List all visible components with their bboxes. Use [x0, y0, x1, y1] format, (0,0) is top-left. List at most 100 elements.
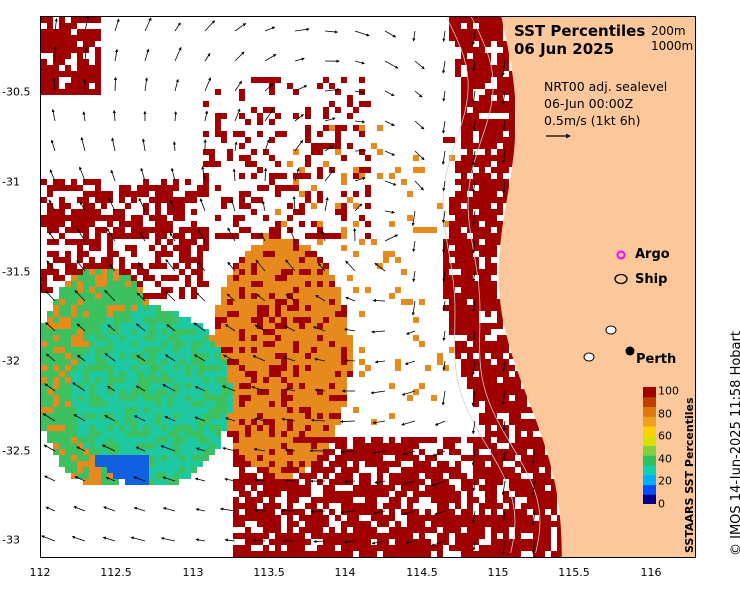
current-vector — [54, 18, 58, 32]
current-vector — [285, 259, 296, 272]
current-vector — [230, 198, 236, 212]
y-tick-label: -30.5 — [2, 85, 31, 99]
x-tick-label: 114 — [334, 566, 356, 579]
current-vector — [471, 360, 476, 376]
current-vector — [71, 535, 86, 542]
current-vector — [43, 444, 56, 452]
current-vector — [194, 477, 206, 482]
current-vector — [472, 510, 476, 524]
colorbar-segment — [643, 455, 656, 466]
current-vector — [80, 201, 86, 212]
current-vector — [135, 446, 146, 452]
current-vector — [501, 540, 506, 556]
current-vector — [162, 384, 176, 392]
current-vector — [294, 57, 305, 62]
info-box: NRT00 adj. sealevel 06-Jun 00:00Z 0.5m/s… — [544, 78, 667, 141]
current-vector — [321, 230, 326, 242]
sst-percentile-layer — [41, 17, 563, 557]
current-vector — [354, 30, 370, 37]
current-vector — [310, 418, 326, 422]
current-vector — [130, 536, 146, 542]
current-vector — [111, 137, 116, 152]
current-vector — [222, 447, 236, 452]
current-vector — [204, 110, 209, 122]
current-vector — [442, 120, 446, 134]
y-tick-label: -33 — [2, 533, 20, 547]
current-vector — [108, 197, 116, 212]
current-vector — [169, 232, 176, 242]
current-vector — [404, 360, 416, 365]
current-vector — [402, 450, 416, 456]
current-vector — [227, 227, 236, 242]
current-vector — [232, 168, 236, 182]
current-vector — [384, 90, 395, 97]
current-vector — [137, 262, 146, 272]
current-vector — [254, 508, 266, 512]
current-vector — [45, 506, 56, 512]
current-vector — [340, 450, 356, 454]
current-vector — [414, 60, 425, 70]
current-vector — [472, 60, 476, 72]
current-vector — [104, 353, 116, 362]
current-vector — [201, 166, 206, 182]
bathymetry-contour — [442, 17, 516, 554]
current-vector — [194, 416, 206, 422]
current-vector — [108, 263, 116, 272]
current-vector — [48, 231, 56, 242]
current-vector — [442, 300, 446, 312]
colorbar-tick-label: 0 — [658, 497, 665, 511]
x-tick-label: 113 — [182, 566, 204, 579]
current-vector — [414, 180, 424, 191]
current-vector — [195, 508, 206, 512]
current-vector — [194, 386, 206, 392]
colorbar-tick-label: 20 — [658, 474, 672, 488]
current-vector — [193, 322, 206, 332]
title-date: 06 Jun 2025 — [514, 40, 615, 58]
current-vector — [227, 261, 236, 272]
current-vector — [294, 114, 304, 122]
current-vector — [411, 300, 416, 316]
current-vector — [133, 415, 146, 422]
current-vector — [370, 390, 386, 395]
current-vectors — [41, 17, 536, 556]
current-vector — [79, 166, 86, 182]
ship-position — [605, 325, 617, 335]
current-vector — [199, 198, 206, 212]
current-vector — [174, 22, 181, 32]
current-vector — [112, 109, 116, 122]
current-vector — [234, 23, 247, 32]
current-vector — [411, 210, 416, 227]
current-vector — [471, 450, 476, 466]
current-vector — [80, 136, 86, 152]
current-vector — [84, 46, 88, 62]
x-tick-label: 112 — [29, 566, 51, 579]
current-vector — [133, 476, 146, 482]
current-vector — [430, 540, 446, 547]
current-vector — [224, 538, 236, 542]
current-vector — [105, 476, 116, 482]
current-vector — [502, 450, 506, 462]
current-vector — [107, 324, 116, 332]
current-vector — [234, 108, 241, 122]
ship-marker-icon — [614, 273, 628, 285]
current-vector — [254, 417, 266, 422]
current-vector — [102, 536, 116, 542]
current-vector — [472, 240, 476, 254]
colorbar-tick-label: 80 — [658, 407, 672, 421]
current-vector — [44, 475, 56, 482]
current-vector — [224, 477, 236, 482]
current-vector — [412, 240, 416, 253]
current-vector — [384, 150, 396, 156]
bathymetry-contour — [467, 17, 541, 554]
current-vector — [501, 90, 506, 105]
x-tick-label: 114.5 — [406, 566, 438, 579]
current-vector — [372, 298, 386, 303]
current-vector — [434, 420, 446, 426]
current-vector — [294, 139, 304, 152]
current-vector — [76, 446, 86, 452]
current-vector — [165, 259, 176, 272]
current-vector — [442, 180, 446, 192]
colorbar-segment — [643, 416, 656, 427]
current-vector — [138, 231, 146, 242]
current-vector — [384, 30, 397, 38]
